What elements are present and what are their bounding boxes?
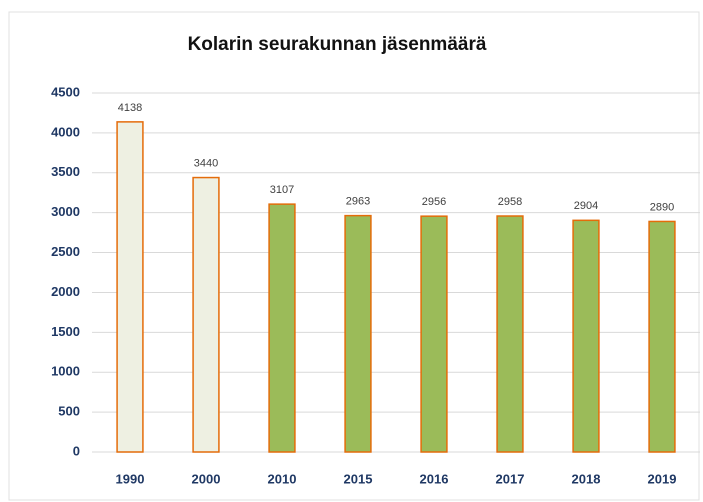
data-label: 2958 <box>498 196 522 208</box>
y-tick-label: 2500 <box>51 244 80 259</box>
data-label: 3107 <box>270 184 294 196</box>
bar <box>344 214 372 453</box>
y-tick-label: 3000 <box>51 204 80 219</box>
x-tick-label: 2018 <box>572 471 601 486</box>
y-tick-label: 1500 <box>51 324 80 339</box>
bar <box>192 176 220 453</box>
x-tick-label: 2017 <box>496 471 525 486</box>
data-label: 4138 <box>118 102 142 114</box>
bar <box>572 219 600 453</box>
bar <box>420 215 448 453</box>
y-tick-label: 500 <box>58 404 80 419</box>
x-tick-label: 2019 <box>648 471 677 486</box>
y-tick-label: 2000 <box>51 284 80 299</box>
x-tick-label: 2010 <box>268 471 297 486</box>
data-label: 2956 <box>422 196 446 208</box>
y-tick-label: 4000 <box>51 124 80 139</box>
bar <box>496 215 524 453</box>
data-label: 2890 <box>650 201 674 213</box>
data-label: 2963 <box>346 196 370 208</box>
x-tick-label: 2015 <box>344 471 373 486</box>
bar <box>116 121 144 453</box>
data-label: 3440 <box>194 157 218 169</box>
chart-frame <box>8 11 700 501</box>
y-tick-label: 4500 <box>51 84 80 99</box>
bar <box>268 203 296 453</box>
x-tick-label: 2000 <box>192 471 221 486</box>
bar <box>648 220 676 453</box>
y-tick-label: 1000 <box>51 364 80 379</box>
y-tick-label: 0 <box>73 443 80 458</box>
y-tick-label: 3500 <box>51 164 80 179</box>
x-tick-label: 2016 <box>420 471 449 486</box>
chart-title: Kolarin seurakunnan jäsenmäärä <box>188 34 487 55</box>
data-label: 2904 <box>574 200 598 212</box>
x-tick-label: 1990 <box>116 471 145 486</box>
